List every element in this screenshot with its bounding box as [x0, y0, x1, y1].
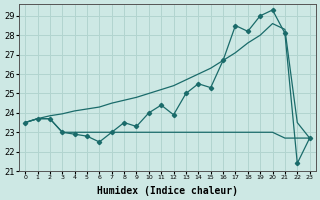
X-axis label: Humidex (Indice chaleur): Humidex (Indice chaleur) [97, 186, 238, 196]
